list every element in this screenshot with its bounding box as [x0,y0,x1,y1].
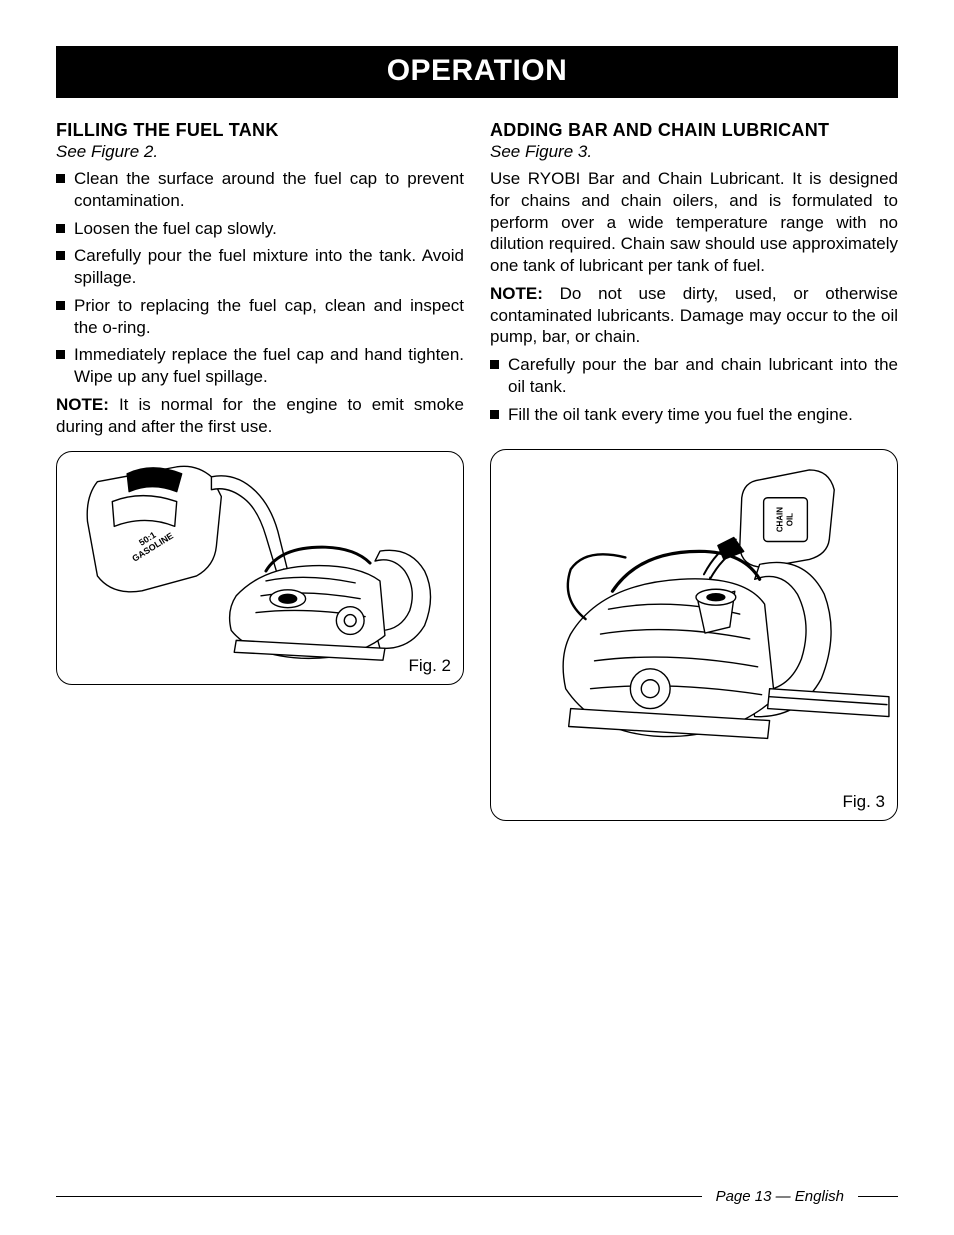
left-column: FILLING THE FUEL TANK See Figure 2. Clea… [56,120,464,821]
figure-3-illustration: CHAIN OIL [491,450,897,820]
list-item: Prior to replacing the fuel cap, clean a… [56,295,464,339]
list-item: Clean the surface around the fuel cap to… [56,168,464,212]
figure-3-box: CHAIN OIL [490,449,898,821]
note-text: It is normal for the engine to emit smok… [56,395,464,436]
svg-text:CHAIN: CHAIN [776,507,785,532]
footer-rule-left [56,1196,702,1197]
list-item: Fill the oil tank every time you fuel th… [490,404,898,426]
list-item: Loosen the fuel cap slowly. [56,218,464,240]
figure-2-box: 50:1 GASOLINE [56,451,464,685]
footer-rule-right [858,1196,898,1197]
list-item: Carefully pour the fuel mixture into the… [56,245,464,289]
left-note: NOTE: It is normal for the engine to emi… [56,394,464,438]
page-footer: Page 13 — English [56,1188,898,1205]
note-label: NOTE: [56,395,109,414]
right-see-figure: See Figure 3. [490,142,898,162]
two-column-layout: FILLING THE FUEL TANK See Figure 2. Clea… [56,120,898,821]
figure-2-caption: Fig. 2 [408,656,451,676]
note-text: Do not use dirty, used, or otherwise con… [490,284,898,347]
right-note: NOTE: Do not use dirty, used, or otherwi… [490,283,898,348]
svg-text:OIL: OIL [785,513,794,526]
figure-3-caption: Fig. 3 [842,792,885,812]
list-item: Immediately replace the fuel cap and han… [56,344,464,388]
figure-2-illustration: 50:1 GASOLINE [57,452,463,684]
right-column: ADDING BAR AND CHAIN LUBRICANT See Figur… [490,120,898,821]
left-bullet-list: Clean the surface around the fuel cap to… [56,168,464,388]
right-heading: ADDING BAR AND CHAIN LUBRICANT [490,120,898,141]
footer-label: Page 13 — English [716,1188,844,1205]
right-intro: Use RYOBI Bar and Chain Lubricant. It is… [490,168,898,277]
section-banner: OPERATION [56,46,898,98]
left-see-figure: See Figure 2. [56,142,464,162]
note-label: NOTE: [490,284,543,303]
left-heading: FILLING THE FUEL TANK [56,120,464,141]
list-item: Carefully pour the bar and chain lubrica… [490,354,898,398]
right-bullet-list: Carefully pour the bar and chain lubrica… [490,354,898,425]
